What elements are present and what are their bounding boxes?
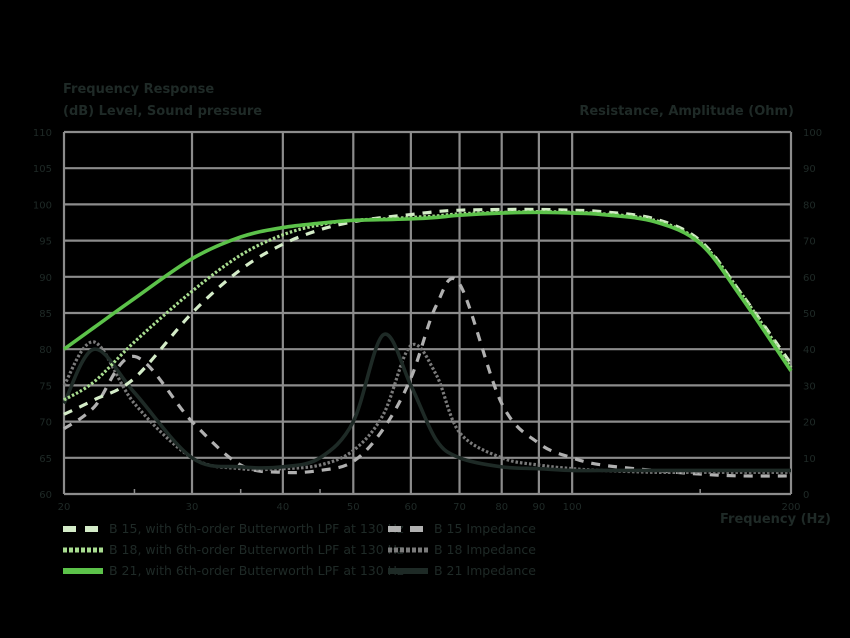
left-axis-label: (dB) Level, Sound pressure bbox=[63, 104, 263, 119]
legend-label: B 21, with 6th-order Butterworth LPF at … bbox=[109, 563, 404, 578]
x-tick-label: 30 bbox=[186, 502, 199, 513]
legend-item: B 21, with 6th-order Butterworth LPF at … bbox=[63, 560, 404, 581]
legend-swatch-icon bbox=[63, 525, 103, 532]
y-tick-label: 90 bbox=[39, 273, 52, 284]
legend-swatch-icon bbox=[63, 567, 103, 574]
y-tick-label: 65 bbox=[39, 454, 52, 465]
legend-label: B 15 Impedance bbox=[434, 521, 536, 536]
legend-label: B 18 Impedance bbox=[434, 542, 536, 557]
legend-swatch-icon bbox=[388, 567, 428, 574]
y-right-tick-label: 20 bbox=[803, 418, 816, 429]
y-right-tick-label: 40 bbox=[803, 345, 816, 356]
axis-ticks: 60 65 70 75 80 85 90 95 100 105 110 0 10 20 30 40 50 60 70… bbox=[33, 128, 822, 513]
y-tick-label: 100 bbox=[33, 200, 52, 211]
legend-item: B 18, with 6th-order Butterworth LPF at … bbox=[63, 539, 404, 560]
y-tick-label: 75 bbox=[39, 381, 52, 392]
legend-swatch-icon bbox=[388, 547, 428, 552]
y-tick-label: 95 bbox=[39, 237, 52, 248]
y-right-tick-label: 30 bbox=[803, 381, 816, 392]
series-line bbox=[63, 207, 793, 416]
x-tick-label: 100 bbox=[563, 502, 582, 513]
legend-swatch-icon bbox=[388, 525, 428, 532]
legend-impedance: B 15 Impedance B 18 Impedance B 21 Impedan… bbox=[388, 518, 536, 581]
series-line bbox=[62, 332, 791, 473]
legend-label: B 18, with 6th-order Butterworth LPF at … bbox=[109, 542, 404, 557]
legend-item: B 21 Impedance bbox=[388, 560, 536, 581]
y-tick-label: 110 bbox=[33, 128, 52, 139]
y-tick-label: 70 bbox=[39, 418, 52, 429]
y-tick-label: 80 bbox=[39, 345, 52, 356]
y-tick-label: 60 bbox=[39, 490, 52, 501]
y-right-tick-label: 60 bbox=[803, 273, 816, 284]
x-tick-label: 40 bbox=[276, 502, 289, 513]
series-curves bbox=[62, 207, 793, 478]
y-tick-label: 105 bbox=[33, 164, 52, 175]
legend-label: B 21 Impedance bbox=[434, 563, 536, 578]
y-right-tick-label: 100 bbox=[803, 128, 822, 139]
y-right-tick-label: 90 bbox=[803, 164, 816, 175]
y-right-tick-label: 50 bbox=[803, 309, 816, 320]
x-tick-label: 60 bbox=[404, 502, 417, 513]
grid bbox=[62, 130, 793, 496]
y-right-tick-label: 80 bbox=[803, 200, 816, 211]
series-line bbox=[62, 210, 793, 372]
right-axis-label: Resistance, Amplitude (Ohm) bbox=[579, 104, 794, 119]
chart-title: Frequency Response bbox=[63, 82, 215, 97]
legend-item: B 15, with 6th-order Butterworth LPF at … bbox=[63, 518, 404, 539]
x-tick-label: 20 bbox=[58, 502, 71, 513]
x-tick-label: 90 bbox=[533, 502, 546, 513]
x-tick-label: 50 bbox=[347, 502, 360, 513]
y-right-tick-label: 10 bbox=[803, 454, 816, 465]
legend-frequency-response: B 15, with 6th-order Butterworth LPF at … bbox=[63, 518, 404, 581]
x-tick-label: 70 bbox=[453, 502, 466, 513]
x-tick-label: 200 bbox=[781, 502, 800, 513]
legend-label: B 15, with 6th-order Butterworth LPF at … bbox=[109, 521, 404, 536]
x-axis-label: Frequency (Hz) bbox=[720, 512, 831, 527]
series-line bbox=[62, 340, 791, 475]
legend-item: B 15 Impedance bbox=[388, 518, 536, 539]
y-right-tick-label: 0 bbox=[803, 490, 809, 501]
legend-swatch-icon bbox=[63, 547, 103, 552]
legend-item: B 18 Impedance bbox=[388, 539, 536, 560]
series-line bbox=[63, 276, 792, 478]
y-tick-label: 85 bbox=[39, 309, 52, 320]
x-tick-label: 80 bbox=[495, 502, 508, 513]
y-right-tick-label: 70 bbox=[803, 237, 816, 248]
